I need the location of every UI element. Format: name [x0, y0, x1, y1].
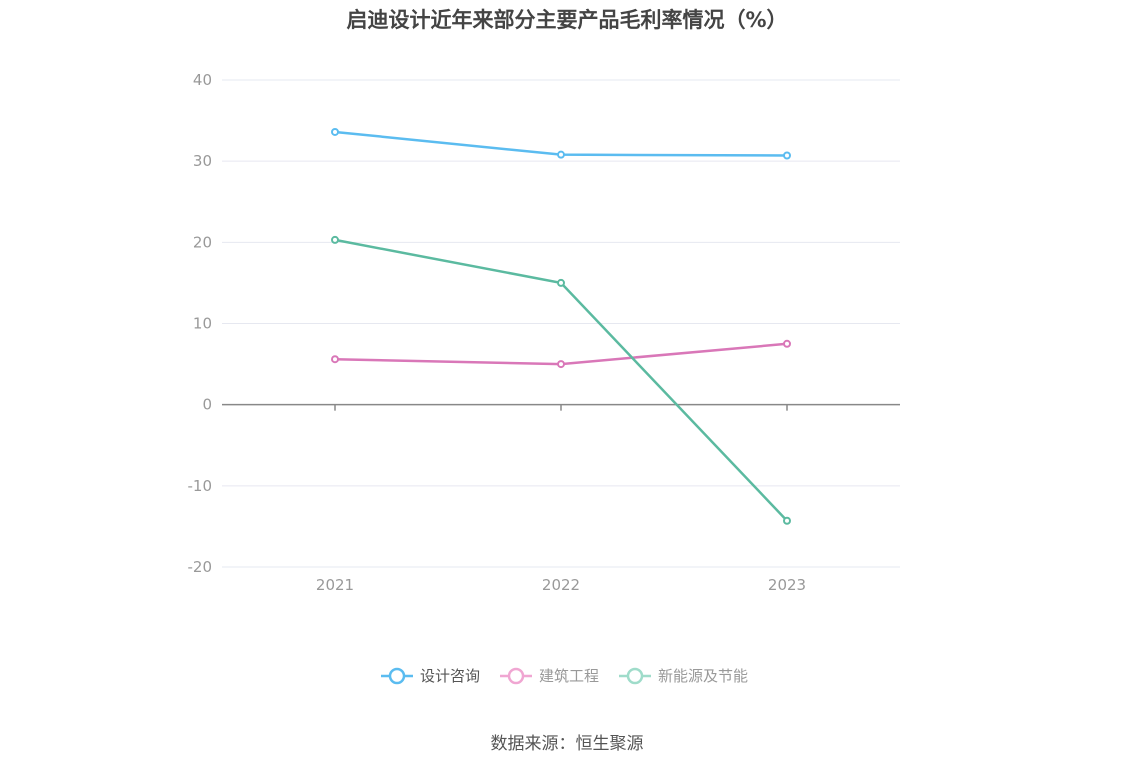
y-tick-label: -10: [188, 477, 213, 495]
legend-marker: [388, 667, 406, 685]
y-tick-label: 30: [193, 152, 212, 170]
x-tick-label: 2022: [542, 576, 580, 594]
chart-title: 启迪设计近年来部分主要产品毛利率情况（%）: [346, 8, 788, 32]
legend: 设计咨询 建筑工程 新能源及节能: [381, 667, 748, 685]
x-axis: 2021 2022 2023: [222, 403, 900, 594]
x-tick-label: 2021: [316, 576, 354, 594]
legend-item[interactable]: 设计咨询: [381, 667, 480, 685]
legend-label: 设计咨询: [420, 667, 480, 685]
legend-marker: [507, 667, 525, 685]
data-point: [783, 151, 791, 160]
legend-label: 新能源及节能: [658, 667, 748, 685]
data-source: 数据来源：恒生聚源: [490, 734, 644, 754]
y-tick-label: 20: [193, 233, 212, 251]
y-tick-label: 10: [193, 315, 212, 333]
data-point: [331, 355, 339, 364]
legend-item[interactable]: 建筑工程: [500, 667, 599, 685]
y-axis-ticks: 40 30 20 10 0 -10 -20: [188, 71, 213, 576]
legend-marker: [626, 667, 644, 685]
data-point: [557, 150, 565, 159]
data-point: [331, 235, 339, 244]
y-tick-label: 40: [193, 71, 212, 89]
y-tick-label: 0: [202, 396, 212, 414]
data-point: [783, 516, 791, 525]
data-point: [557, 278, 565, 287]
legend-item[interactable]: 新能源及节能: [619, 667, 748, 685]
data-point: [557, 360, 565, 369]
data-point: [783, 339, 791, 348]
series-lines: [331, 127, 791, 525]
y-tick-label: -20: [188, 558, 213, 576]
legend-label: 建筑工程: [539, 667, 599, 685]
data-point: [331, 127, 339, 136]
x-tick-label: 2023: [768, 576, 806, 594]
